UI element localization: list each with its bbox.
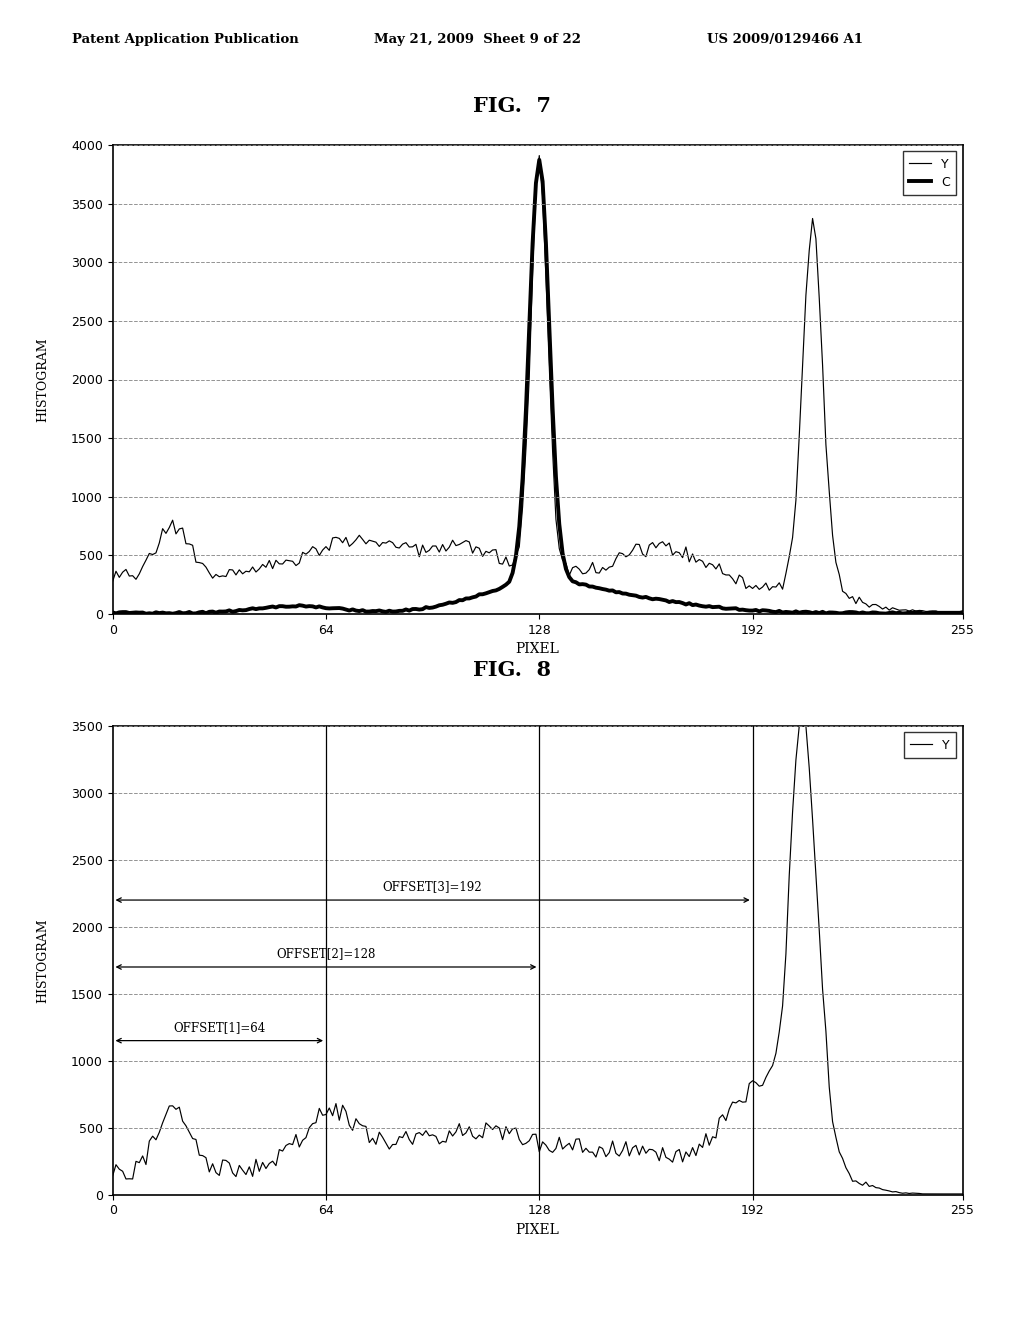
C bbox=[373, 602, 385, 618]
Y-axis label: HISTOGRAM: HISTOGRAM bbox=[36, 337, 49, 422]
X-axis label: PIXEL: PIXEL bbox=[516, 1222, 559, 1237]
C bbox=[933, 606, 945, 622]
Text: Patent Application Publication: Patent Application Publication bbox=[72, 33, 298, 46]
Y bbox=[526, 264, 539, 280]
Y bbox=[800, 288, 812, 304]
Y bbox=[534, 148, 546, 164]
Y bbox=[794, 718, 806, 734]
Text: OFFSET[1]=64: OFFSET[1]=64 bbox=[173, 1020, 265, 1034]
Y bbox=[373, 1125, 385, 1140]
X-axis label: PIXEL: PIXEL bbox=[516, 642, 559, 656]
Y bbox=[476, 1130, 488, 1146]
C bbox=[106, 605, 119, 620]
Y bbox=[373, 539, 385, 554]
Y bbox=[430, 539, 442, 554]
Line: Y: Y bbox=[113, 726, 963, 1193]
C bbox=[956, 605, 969, 620]
Y bbox=[526, 1126, 539, 1142]
Y bbox=[420, 544, 432, 560]
Y bbox=[430, 1129, 442, 1144]
C bbox=[800, 603, 812, 619]
Y bbox=[956, 1185, 969, 1201]
Text: May 21, 2009  Sheet 9 of 22: May 21, 2009 Sheet 9 of 22 bbox=[374, 33, 581, 46]
C bbox=[476, 586, 488, 602]
Text: OFFSET[3]=192: OFFSET[3]=192 bbox=[383, 880, 482, 894]
C bbox=[430, 599, 442, 615]
Line: C: C bbox=[113, 160, 963, 614]
C bbox=[420, 599, 432, 615]
Y bbox=[920, 1185, 932, 1201]
Y bbox=[476, 548, 488, 564]
Y bbox=[800, 718, 812, 734]
Legend: Y: Y bbox=[904, 733, 956, 758]
Y bbox=[956, 603, 969, 619]
Y bbox=[420, 1123, 432, 1139]
Y bbox=[106, 573, 119, 589]
C bbox=[526, 235, 539, 251]
Y bbox=[106, 1168, 119, 1184]
Text: FIG.  7: FIG. 7 bbox=[473, 96, 551, 116]
Legend: Y, C: Y, C bbox=[902, 152, 956, 195]
Text: US 2009/0129466 A1: US 2009/0129466 A1 bbox=[707, 33, 862, 46]
Text: OFFSET[2]=128: OFFSET[2]=128 bbox=[276, 948, 376, 961]
Y bbox=[920, 603, 932, 619]
C bbox=[534, 152, 546, 168]
Line: Y: Y bbox=[113, 156, 963, 611]
Y-axis label: HISTOGRAM: HISTOGRAM bbox=[36, 917, 49, 1003]
Text: FIG.  8: FIG. 8 bbox=[473, 660, 551, 680]
